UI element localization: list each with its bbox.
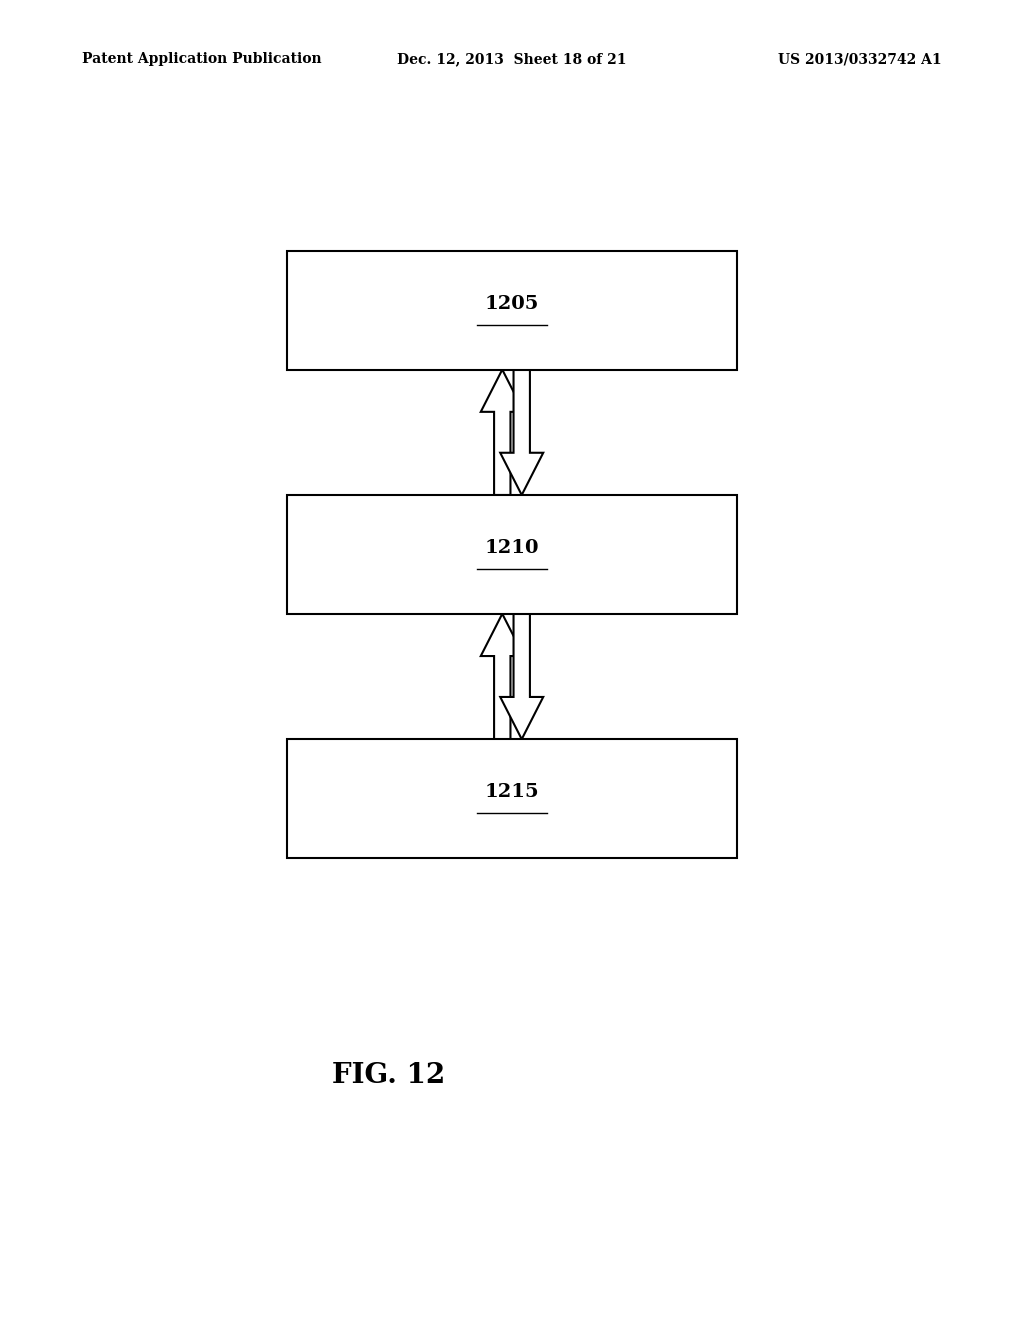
Bar — [287, 251, 737, 370]
Bar — [287, 739, 737, 858]
Polygon shape — [481, 614, 523, 739]
Polygon shape — [500, 614, 543, 739]
Polygon shape — [500, 370, 543, 495]
Text: Dec. 12, 2013  Sheet 18 of 21: Dec. 12, 2013 Sheet 18 of 21 — [397, 53, 627, 66]
Text: FIG. 12: FIG. 12 — [333, 1063, 445, 1089]
Text: Patent Application Publication: Patent Application Publication — [82, 53, 322, 66]
Text: US 2013/0332742 A1: US 2013/0332742 A1 — [778, 53, 942, 66]
Text: 1210: 1210 — [484, 539, 540, 557]
Polygon shape — [481, 370, 523, 495]
Bar — [287, 495, 737, 614]
Text: 1215: 1215 — [484, 783, 540, 801]
Text: 1205: 1205 — [484, 294, 540, 313]
